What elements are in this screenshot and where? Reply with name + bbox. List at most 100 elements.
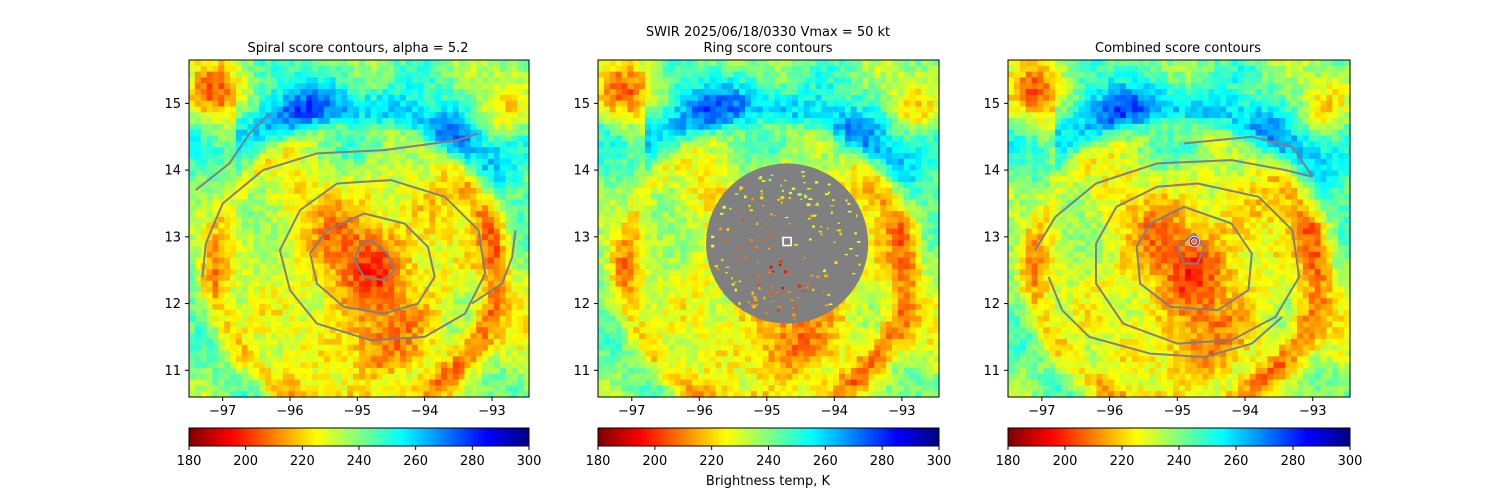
heatmap-cell [247,298,255,305]
heatmap-cell [809,147,817,154]
heatmap-cell [323,106,331,113]
heatmap-cell [288,152,296,160]
heatmap-cell [359,315,366,323]
heatmap-cell [470,338,477,346]
heatmap-cell [874,164,881,171]
heatmap-cell [499,112,507,119]
heatmap-cell [218,251,225,259]
heatmap-cell [886,60,893,67]
heatmap-cell [206,199,214,206]
heatmap-cell [417,106,425,113]
heatmap-cell [265,106,272,113]
heatmap-cell [194,379,202,386]
heatmap-cell [487,309,495,317]
heatmap-cell [259,286,266,294]
heatmap-cell [300,257,307,264]
heatmap-cell [394,280,401,288]
heatmap-cell [341,274,348,282]
heatmap-cell [271,350,278,357]
heatmap-cell [224,298,231,305]
heatmap-cell [306,228,313,235]
heatmap-cell [247,222,255,230]
heatmap-cell [335,269,343,276]
heatmap-cell [493,245,501,253]
heatmap-cell [621,147,628,154]
heatmap-cell [615,176,623,183]
heatmap-cell [697,176,705,183]
heatmap-cell [493,385,501,392]
heatmap-cell [218,304,225,311]
heatmap-cell [189,118,196,125]
heatmap-cell [650,199,658,206]
heatmap-cell [523,344,530,352]
heatmap-cell [733,60,740,67]
heatmap-cell [405,391,413,398]
heatmap-cell [224,216,231,224]
heatmap-cell [224,327,231,334]
heatmap-cell [727,170,734,177]
heatmap-cell [762,77,770,84]
heatmap-cell [446,170,454,177]
heatmap-cell [662,205,670,212]
heatmap-cell [739,129,746,137]
heatmap-cell [400,182,407,189]
heatmap-cell [645,71,652,79]
heatmap-cell [364,379,372,386]
heatmap-cell [786,65,793,73]
heatmap-cell [674,83,681,90]
heatmap-cell [603,112,611,119]
heatmap-cell [621,164,628,171]
heatmap-cell [762,152,770,160]
heatmap-cell [768,65,775,73]
heatmap-cell [323,350,331,357]
heatmap-cell [271,356,278,363]
heatmap-cell [288,338,296,346]
heatmap-cell [609,152,617,160]
heatmap-cell [282,304,290,311]
heatmap-cell [376,327,384,334]
heatmap-cell [312,385,319,392]
heatmap-cell [803,118,811,125]
heatmap-cell [692,89,699,96]
heatmap-cell [703,112,711,119]
contour-line [195,112,271,191]
heatmap-cell [517,356,524,363]
heatmap-cell [276,379,284,386]
heatmap-cell [329,280,337,288]
heatmap-cell [194,269,202,276]
heatmap-cell [487,333,495,340]
heatmap-cell [650,94,658,102]
heatmap-cell [505,245,513,253]
heatmap-cell [517,321,524,328]
heatmap-cell [523,228,530,235]
heatmap-cell [323,292,331,299]
heatmap-cell [230,205,237,212]
heatmap-cell [523,251,530,259]
heatmap-cell [394,106,401,113]
heatmap-cell [909,71,917,79]
heatmap-cell [194,251,202,259]
heatmap-cell [933,211,940,218]
heatmap-cell [230,158,237,166]
heatmap-cell [312,240,319,247]
heatmap-cell [697,164,705,171]
heatmap-cell [499,362,507,369]
heatmap-cell [429,129,436,137]
heatmap-cell [733,89,740,96]
heatmap-cell [400,118,407,125]
heatmap-cell [294,60,301,67]
heatmap-cell [288,106,296,113]
heatmap-cell [476,147,483,154]
heatmap-cell [446,309,454,317]
heatmap-cell [400,309,407,317]
heatmap-cell [347,211,354,218]
heatmap-cell [271,152,278,160]
heatmap-cell [341,315,348,323]
heatmap-cell [523,315,530,323]
heatmap-cell [218,60,225,67]
heatmap-cell [792,152,799,160]
heatmap-cell [423,292,430,299]
heatmap-cell [821,94,828,102]
heatmap-cell [206,106,214,113]
heatmap-cell [288,141,296,148]
